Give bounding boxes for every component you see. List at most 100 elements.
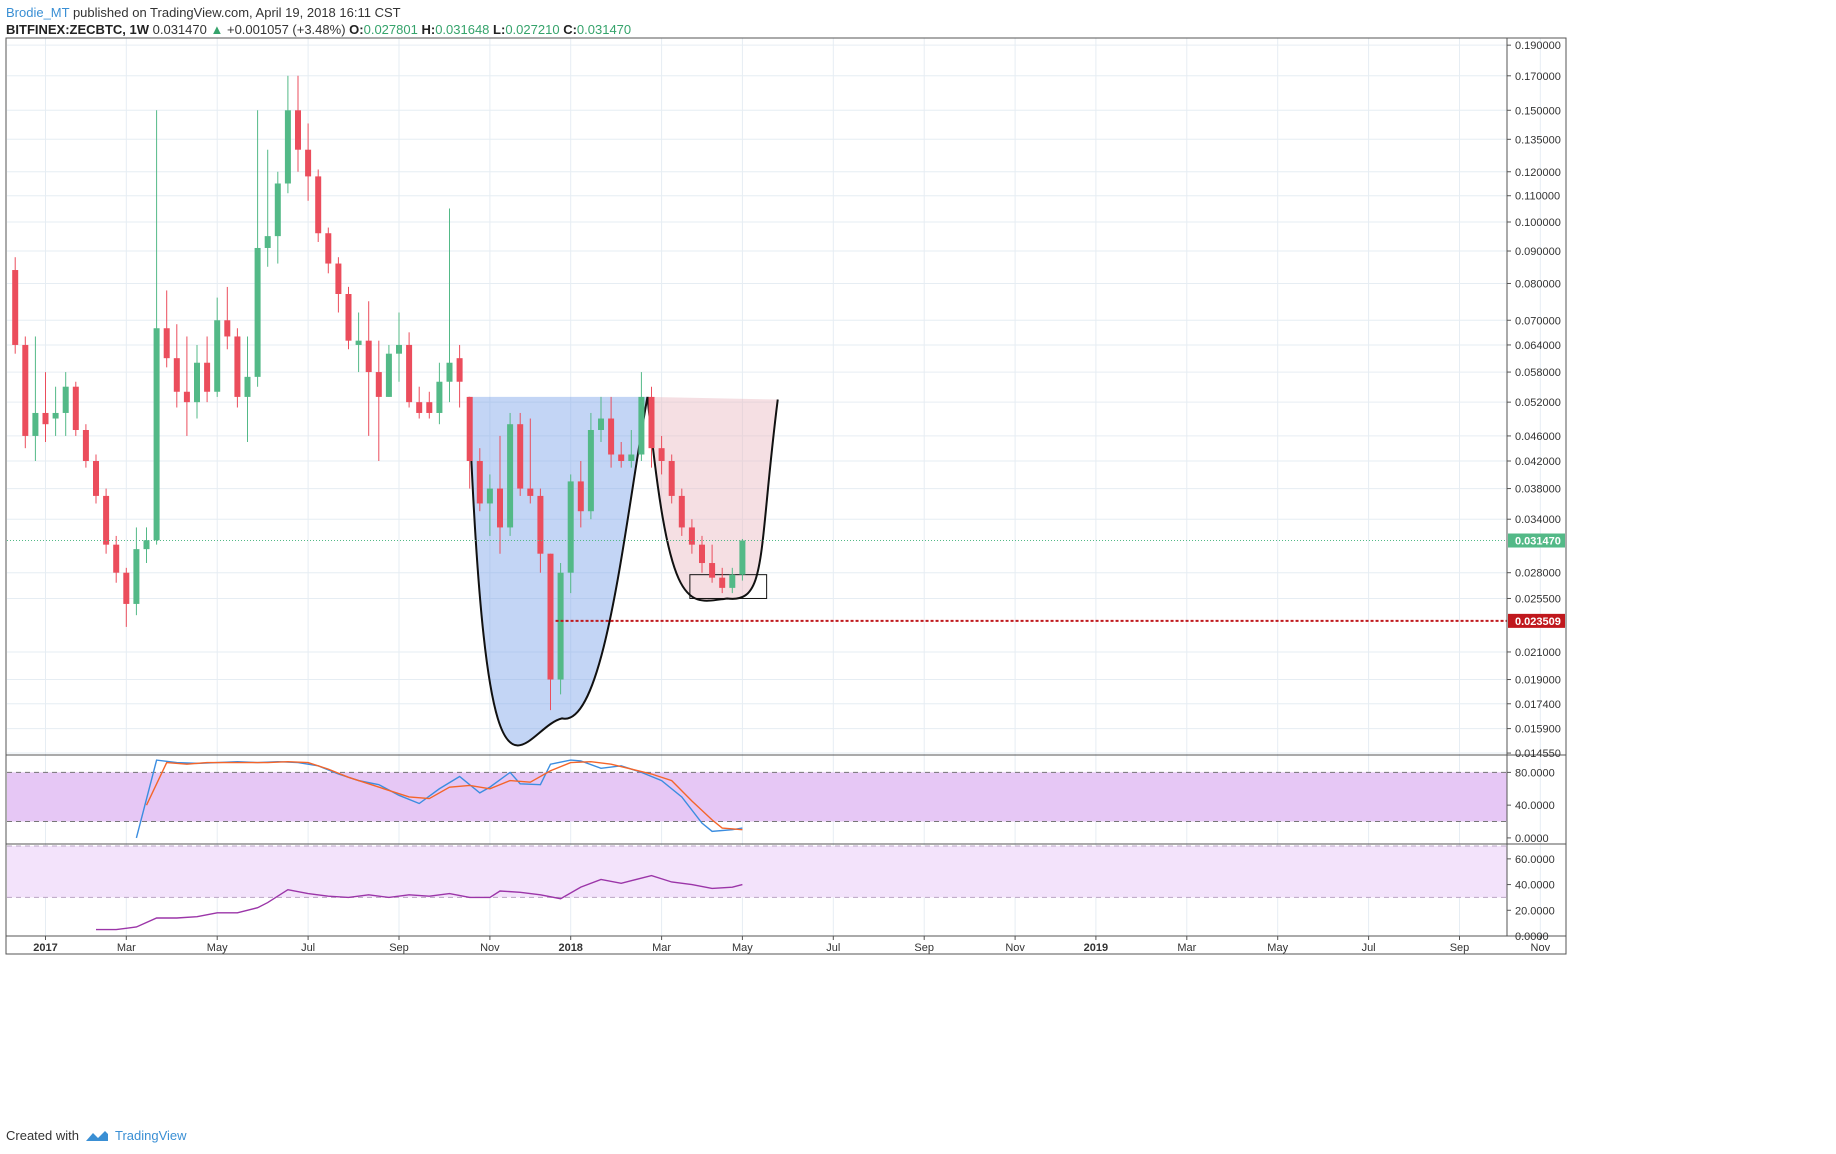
candle-body <box>678 495 685 528</box>
candle-body <box>375 372 382 397</box>
candle-body <box>527 488 534 496</box>
y-tick-label: 0.070000 <box>1515 315 1561 327</box>
candle-body <box>72 386 79 431</box>
support-price-tag <box>1508 613 1565 628</box>
stoch-tick-label: 0.0000 <box>1515 833 1549 845</box>
x-tick-label: Mar <box>1177 942 1196 954</box>
candle-body <box>244 376 251 397</box>
candle-body <box>476 460 483 504</box>
x-tick-label: Sep <box>914 942 934 954</box>
candle-body <box>234 336 241 397</box>
candle-body <box>113 544 120 573</box>
x-tick-label: May <box>732 942 753 954</box>
candle-body <box>699 544 705 564</box>
candle-body <box>658 448 665 461</box>
x-tick-label: 2018 <box>558 942 582 954</box>
author-link[interactable]: Brodie_MT <box>6 5 70 20</box>
candle-body <box>315 176 322 234</box>
candle-body <box>426 402 433 413</box>
y-tick-label: 0.038000 <box>1515 484 1561 496</box>
candle-body <box>497 488 503 528</box>
y-tick-label: 0.135000 <box>1515 134 1561 146</box>
candle-body <box>618 454 625 461</box>
candle-body <box>577 481 584 512</box>
candle-body <box>466 396 473 461</box>
x-tick-label: Sep <box>389 942 409 954</box>
stoch-tick-label: 80.0000 <box>1515 767 1555 779</box>
y-tick-label: 0.014550 <box>1515 748 1561 760</box>
stoch-line <box>145 761 743 831</box>
chart-frame <box>5 37 1567 955</box>
candle-body <box>598 418 604 431</box>
published-text: published on TradingView.com, April 19, … <box>69 5 401 20</box>
candle-body <box>668 460 675 496</box>
candle-body <box>688 527 695 545</box>
candle-body <box>103 495 110 545</box>
symbol-label: BITFINEX:ZECBTC, 1W <box>6 22 149 37</box>
last-price-label: 0.031470 <box>1515 536 1561 548</box>
candle-body <box>22 344 29 436</box>
cup-drawings <box>467 396 779 747</box>
open-value: 0.027801 <box>363 22 418 37</box>
candle-body <box>264 236 271 248</box>
y-tick-label: 0.017400 <box>1515 699 1561 711</box>
x-tick-label: Jul <box>826 942 840 954</box>
candle-body <box>507 424 514 528</box>
y-tick-label: 0.021000 <box>1515 647 1561 659</box>
open-label: O: <box>349 22 364 37</box>
y-tick-label: 0.190000 <box>1515 40 1561 52</box>
x-tick-label: Sep <box>1450 942 1470 954</box>
last-price-tag <box>1508 533 1565 548</box>
candle-body <box>608 418 615 455</box>
y-tick-label: 0.015900 <box>1515 724 1561 736</box>
chart-header: Brodie_MT published on TradingView.com, … <box>6 4 631 38</box>
candle-body <box>163 328 170 359</box>
candle-body <box>537 495 544 554</box>
close-label: C: <box>563 22 577 37</box>
y-tick-label: 0.080000 <box>1515 278 1561 290</box>
candle-body <box>355 340 362 345</box>
rsi-tick-label: 40.0000 <box>1515 880 1555 892</box>
y-tick-label: 0.019000 <box>1515 675 1561 687</box>
candle-body <box>204 362 211 392</box>
candle-body <box>295 110 301 150</box>
candle-body <box>486 488 493 504</box>
candle-body <box>123 572 130 604</box>
candle-body <box>739 540 746 575</box>
y-tick-label: 0.028000 <box>1515 568 1561 580</box>
candle-body <box>325 233 332 264</box>
candle-body <box>385 353 392 397</box>
candle-body <box>729 574 736 588</box>
low-value: 0.027210 <box>505 22 560 37</box>
candle-body <box>587 430 594 512</box>
candle-body <box>42 412 49 425</box>
tradingview-brand[interactable]: TradingView <box>114 1128 187 1143</box>
y-tick-label: 0.025500 <box>1515 593 1561 605</box>
y-tick-label: 0.120000 <box>1515 167 1561 179</box>
candle-body <box>406 344 413 403</box>
publish-line: Brodie_MT published on TradingView.com, … <box>6 4 631 21</box>
candle-body <box>446 362 453 382</box>
candle-body <box>12 270 19 345</box>
rsi-tick-label: 60.0000 <box>1515 854 1555 866</box>
candle-body <box>365 340 372 373</box>
x-tick-label: Nov <box>1005 942 1025 954</box>
tradingview-logo-icon <box>85 1130 108 1141</box>
candle-body <box>52 412 59 419</box>
y-tick-label: 0.064000 <box>1515 340 1561 352</box>
outer-border <box>5 37 1567 955</box>
y-tick-label: 0.110000 <box>1515 191 1560 203</box>
x-tick-label: Jul <box>1362 942 1376 954</box>
candle-body <box>648 396 655 449</box>
stoch-tick-label: 40.0000 <box>1515 800 1555 812</box>
cup-left-outline <box>467 396 649 747</box>
y-tick-label: 0.042000 <box>1515 456 1561 468</box>
last-price-value: 0.031470 <box>152 22 207 37</box>
rsi-line <box>96 874 743 931</box>
candle-body <box>194 362 200 403</box>
change-value: +0.001057 (+3.48%) <box>226 22 346 37</box>
x-tick-label: 2019 <box>1084 942 1108 954</box>
candle-body <box>133 549 140 604</box>
y-tick-label: 0.100000 <box>1515 217 1561 229</box>
